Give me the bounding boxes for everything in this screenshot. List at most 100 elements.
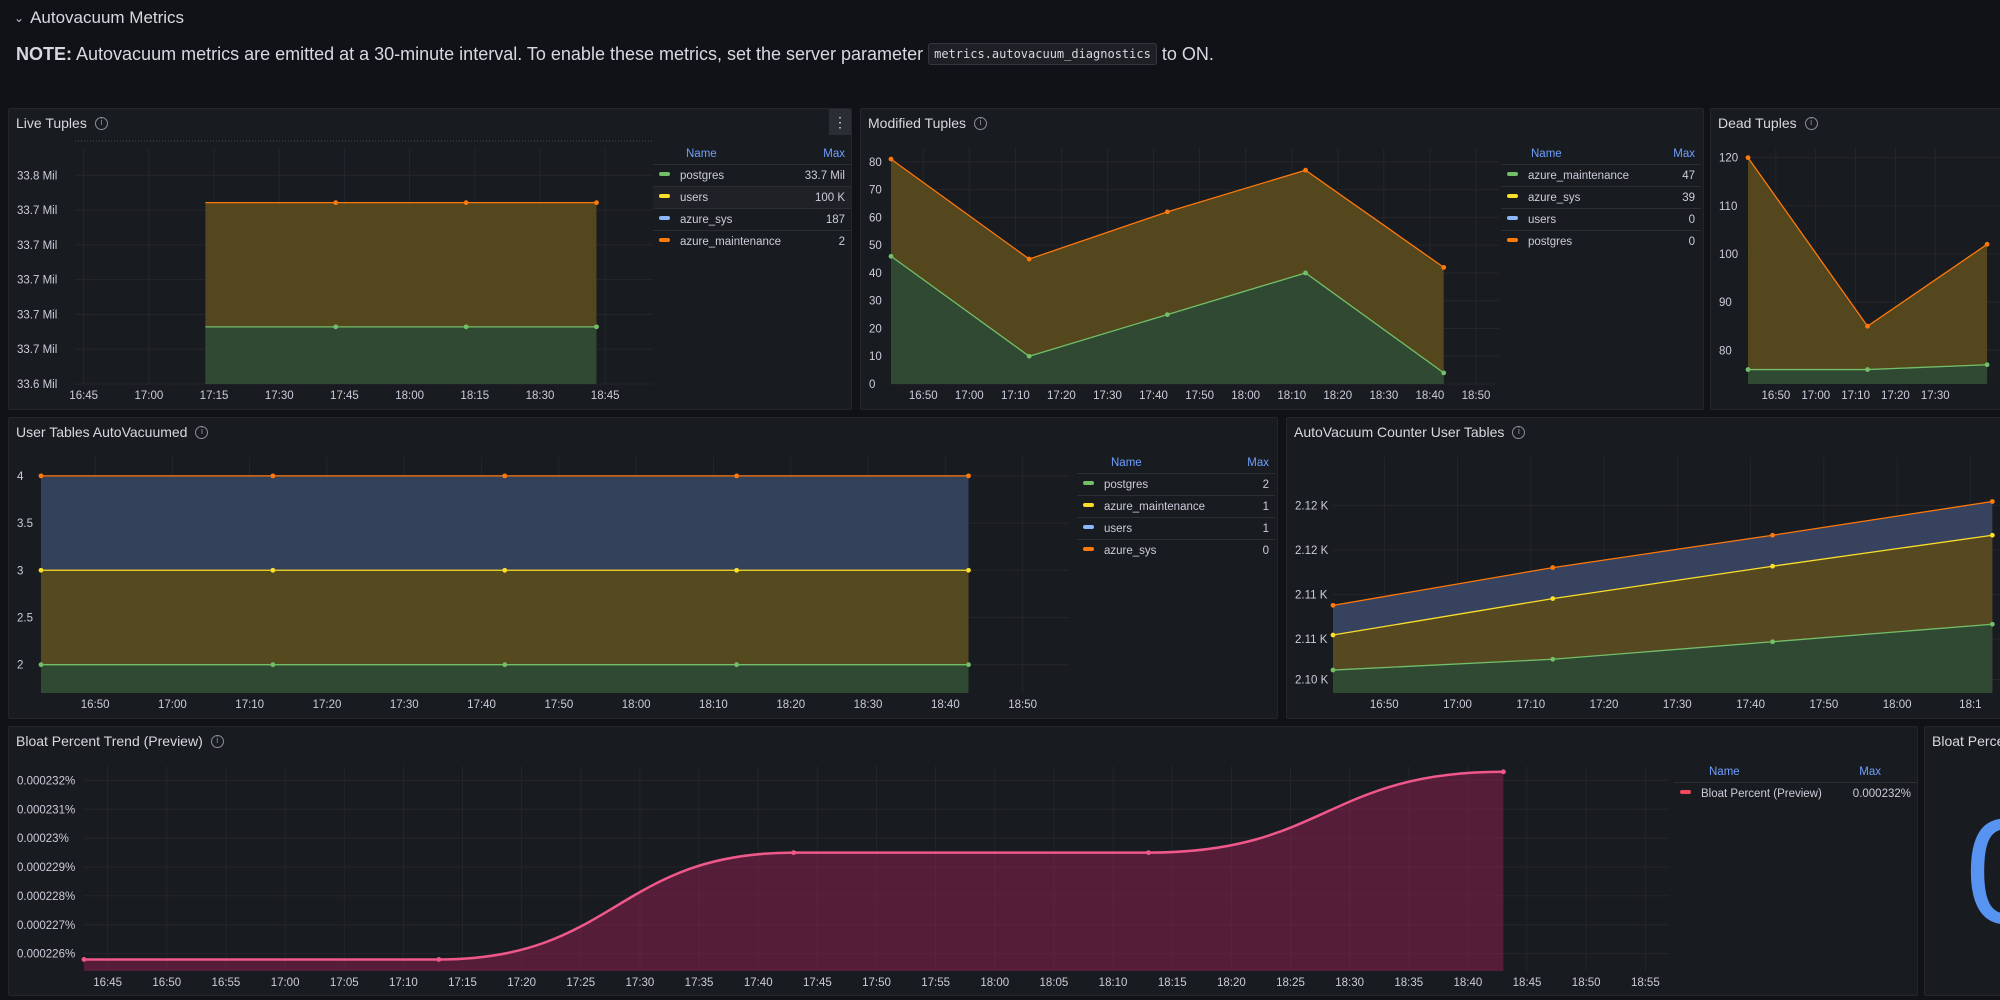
legend-item[interactable]: users 1 bbox=[1077, 517, 1275, 540]
data-point bbox=[1865, 367, 1870, 372]
row-header[interactable]: ⌄ Autovacuum Metrics bbox=[14, 8, 184, 28]
x-tick-label: 17:50 bbox=[1185, 390, 1214, 402]
note-text: NOTE: Autovacuum metrics are emitted at … bbox=[16, 43, 1214, 65]
data-point bbox=[270, 567, 276, 573]
legend-header-max[interactable]: Max bbox=[823, 148, 845, 160]
data-point bbox=[1770, 563, 1775, 569]
legend-item-max: 2 bbox=[798, 230, 851, 252]
x-tick-label: 16:45 bbox=[69, 390, 98, 402]
data-point bbox=[1330, 602, 1336, 608]
info-icon[interactable]: i bbox=[210, 734, 224, 748]
y-tick-label: 90 bbox=[1719, 297, 1732, 309]
legend-item[interactable]: users 0 bbox=[1501, 208, 1701, 231]
x-tick-label: 18:35 bbox=[1394, 977, 1423, 989]
y-tick-label: 2.12 K bbox=[1295, 501, 1329, 513]
y-tick-label: 2.11 K bbox=[1295, 634, 1328, 646]
legend-item-max: 187 bbox=[798, 208, 851, 231]
x-tick-label: 17:20 bbox=[313, 699, 342, 711]
data-point bbox=[1330, 632, 1336, 638]
info-icon[interactable]: i bbox=[94, 116, 108, 130]
legend-item[interactable]: users 100 K bbox=[653, 186, 851, 209]
info-icon[interactable]: i bbox=[195, 425, 209, 439]
chart-dead-tuples: 80 90 100 110 120 16:50 17:00 17:10 17:20 17:30 bbox=[1719, 148, 2000, 402]
y-tick-label: 2.5 bbox=[17, 612, 33, 624]
x-tick-label: 18:40 bbox=[1454, 977, 1483, 989]
legend-item[interactable]: azure_maintenance 2 bbox=[653, 230, 851, 252]
y-tick-label: 33.7 Mil bbox=[17, 240, 57, 252]
data-point bbox=[463, 324, 469, 330]
y-tick-label: 2.11 K bbox=[1295, 590, 1328, 602]
x-tick-label: 17:40 bbox=[467, 699, 496, 711]
panel-modified-tuples[interactable]: Modified Tuples i 0 10 20 30 40 50 60 70 80 16:50… bbox=[860, 108, 1704, 410]
legend-header-name[interactable]: Name bbox=[686, 148, 717, 160]
y-tick-label: 0.000226% bbox=[17, 949, 75, 961]
x-tick-label: 17:50 bbox=[862, 977, 891, 989]
note-label: NOTE: bbox=[16, 44, 72, 64]
legend-header-max[interactable]: Max bbox=[1673, 148, 1695, 160]
panel-live-tuples[interactable]: Live Tuples i ⋮ 33.6 Mil 33.7 Mil 33.7 Mil… bbox=[8, 108, 852, 410]
x-tick-label: 17:15 bbox=[200, 390, 229, 402]
info-icon[interactable]: i bbox=[974, 116, 988, 130]
legend-item[interactable]: postgres 0 bbox=[1501, 230, 1701, 252]
data-point bbox=[888, 156, 894, 162]
chart-live-tuples: 33.6 Mil 33.7 Mil 33.7 Mil 33.7 Mil 33.7 Mil… bbox=[17, 140, 653, 402]
legend-item[interactable]: postgres 33.7 Mil bbox=[653, 164, 851, 187]
data-point bbox=[1745, 367, 1751, 372]
legend-header-max[interactable]: Max bbox=[1247, 457, 1269, 469]
data-point bbox=[1550, 656, 1556, 662]
x-tick-label: 18:1 bbox=[1959, 699, 1981, 711]
legend-header-max[interactable]: Max bbox=[1859, 766, 1881, 778]
info-icon[interactable]: i bbox=[1512, 425, 1526, 439]
chevron-down-icon[interactable]: ⌄ bbox=[14, 11, 25, 25]
data-point bbox=[1164, 209, 1170, 215]
legend-item-name: azure_sys bbox=[680, 213, 733, 226]
data-point bbox=[38, 567, 44, 573]
x-tick-label: 17:25 bbox=[566, 977, 595, 989]
data-point bbox=[333, 200, 339, 206]
legend-item-max: 0 bbox=[1239, 539, 1275, 561]
x-tick-label: 18:30 bbox=[854, 699, 883, 711]
y-tick-label: 0 bbox=[869, 379, 875, 391]
legend-item[interactable]: azure_sys 187 bbox=[653, 208, 851, 231]
x-tick-label: 17:10 bbox=[235, 699, 264, 711]
legend-item[interactable]: azure_maintenance 1 bbox=[1077, 495, 1275, 518]
y-tick-label: 0.000229% bbox=[17, 862, 75, 874]
y-tick-label: 0.000228% bbox=[17, 891, 75, 903]
chart-user-tables-autovacuumed: 2 2.5 3 3.5 4 16:50 17:00 17:10 17:20 17:30 17:40 1… bbox=[17, 457, 1069, 711]
legend-swatch bbox=[1083, 547, 1094, 552]
x-tick-label: 18:30 bbox=[1335, 977, 1364, 989]
info-icon[interactable]: i bbox=[1804, 116, 1818, 130]
x-tick-label: 18:10 bbox=[1277, 390, 1306, 402]
x-tick-label: 17:30 bbox=[390, 699, 419, 711]
data-point bbox=[1550, 565, 1556, 570]
x-tick-label: 17:50 bbox=[544, 699, 573, 711]
panel-menu-icon[interactable]: ⋮ bbox=[829, 109, 851, 135]
legend-header-name[interactable]: Name bbox=[1709, 766, 1740, 778]
legend-item-name: azure_sys bbox=[1104, 544, 1157, 557]
x-tick-label: 17:30 bbox=[1921, 390, 1950, 402]
x-tick-label: 17:50 bbox=[1809, 699, 1838, 711]
legend-header-name[interactable]: Name bbox=[1531, 148, 1562, 160]
panel-dead-tuples[interactable]: Dead Tuples i 80 90 100 110 120 16:50 17:00 17:… bbox=[1710, 108, 2000, 410]
x-tick-label: 17:05 bbox=[330, 977, 359, 989]
legend-swatch bbox=[659, 194, 670, 199]
panel-title-text: Modified Tuples bbox=[868, 115, 967, 131]
legend-item[interactable]: postgres 2 bbox=[1077, 473, 1275, 496]
panel-bloat-stat[interactable]: Bloat Perce 0 bbox=[1924, 726, 2000, 996]
legend-item[interactable]: azure_sys 39 bbox=[1501, 186, 1701, 209]
note-text-2: to ON. bbox=[1161, 44, 1214, 64]
legend-item[interactable]: Bloat Percent (Preview) 0.000232% bbox=[1674, 782, 1917, 804]
data-point bbox=[1550, 596, 1556, 601]
legend-item-max: 47 bbox=[1665, 164, 1701, 187]
legend-item[interactable]: azure_maintenance 47 bbox=[1501, 164, 1701, 187]
x-tick-label: 17:20 bbox=[1590, 699, 1619, 711]
y-tick-label: 80 bbox=[1719, 345, 1732, 357]
legend: Name Max postgres 33.7 Mil users 100 K azur… bbox=[653, 145, 851, 252]
panel-user-tables-autovacuumed[interactable]: User Tables AutoVacuumed i 2 2.5 3 3.5 4 16:5… bbox=[8, 417, 1278, 719]
legend-swatch bbox=[1680, 790, 1691, 795]
legend-header-name[interactable]: Name bbox=[1111, 457, 1142, 469]
y-tick-label: 33.6 Mil bbox=[17, 379, 57, 391]
legend-item[interactable]: azure_sys 0 bbox=[1077, 539, 1275, 561]
panel-bloat-trend[interactable]: Bloat Percent Trend (Preview) i 0.000226… bbox=[8, 726, 1918, 996]
